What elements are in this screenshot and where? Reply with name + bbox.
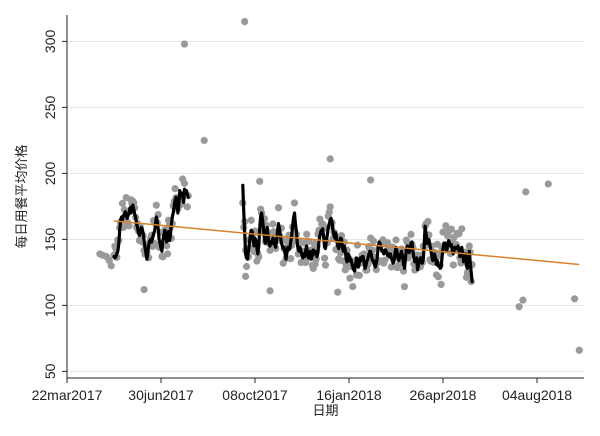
axes (62, 15, 584, 383)
y-tick-label: 300 (42, 30, 58, 54)
scatter-point (392, 236, 400, 244)
scatter-point (320, 254, 329, 262)
x-tick-label: 16jan2018 (316, 387, 382, 403)
x-tick-label: 04aug2018 (502, 387, 572, 403)
scatter-point (353, 241, 362, 249)
grid-lines (67, 40, 584, 372)
scatter-point-outlier (242, 272, 250, 280)
scatter-point-outlier (515, 303, 523, 311)
scatter-point (369, 237, 378, 245)
scatter-point-outlier (522, 188, 530, 196)
scatter-point (180, 179, 189, 187)
scatter-point (424, 217, 432, 226)
x-tick-labels: 22mar2017 30jun2017 08oct2017 16jan2018 26ap… (32, 387, 573, 403)
scatter-point (349, 283, 357, 291)
smoothed-line-segment-1 (112, 187, 190, 261)
x-axis-label: 日期 (312, 404, 338, 419)
scatter-point-outlier (326, 155, 334, 163)
scatter-points (96, 18, 583, 354)
linear-fit-line (113, 220, 580, 266)
scatter-point (163, 242, 171, 250)
scatter-point-outlier (241, 18, 249, 26)
scatter-point (290, 199, 299, 207)
scatter-point (458, 225, 466, 233)
scatter-point (274, 204, 283, 212)
scatter-point (107, 262, 115, 270)
y-axis-label: 每日用餐平均价格 (14, 144, 30, 248)
y-tick-label: 200 (42, 162, 58, 186)
scatter-point-outlier (544, 180, 552, 188)
scatter-point (163, 250, 172, 258)
scatter-point (387, 263, 395, 271)
x-tick-label: 30jun2017 (128, 387, 194, 403)
scatter-point-outlier (575, 346, 583, 354)
scatter-point (287, 255, 295, 263)
scatter-point (437, 280, 445, 289)
smoothed-line (112, 183, 474, 284)
scatter-point (125, 222, 133, 230)
scatter-point-outlier (571, 295, 579, 303)
scatter-point (407, 230, 415, 239)
scatter-point (325, 208, 333, 216)
scatter-point (465, 242, 473, 250)
scatter-point-outlier (180, 40, 189, 48)
scatter-point (321, 261, 330, 269)
scatter-point (242, 262, 251, 271)
scatter-point (434, 273, 442, 281)
scatter-point (171, 185, 179, 193)
y-tick-label: 100 (42, 294, 58, 318)
scatter-point-outlier (519, 296, 527, 304)
scatter-point-outlier (266, 287, 274, 295)
scatter-point (447, 225, 456, 233)
x-tick-label: 26apr2018 (410, 387, 477, 403)
scatter-point (346, 274, 354, 282)
fit-line (113, 220, 580, 266)
scatter-point (355, 271, 363, 280)
scatter-point (326, 203, 334, 211)
scatter-point (269, 220, 277, 228)
scatter-point (118, 199, 127, 207)
scatter-point (247, 216, 255, 224)
smoothed-line-segment-2 (241, 183, 474, 284)
scatter-point (303, 230, 311, 238)
scatter-point (381, 256, 389, 264)
y-tick-label: 150 (42, 228, 58, 252)
x-tick-label: 08oct2017 (222, 387, 288, 403)
scatter-point-outlier (256, 177, 264, 185)
scatter-point (400, 283, 409, 291)
scatter-point (183, 203, 191, 211)
scatter-point-outlier (367, 176, 375, 184)
scatter-point-outlier (334, 288, 342, 296)
scatter-point (152, 201, 160, 209)
scatter-point (433, 240, 441, 248)
y-tick-label: 250 (42, 96, 58, 120)
y-tick-labels: 50 100 150 200 250 300 (42, 30, 58, 380)
scatter-point (383, 239, 392, 247)
scatter-point-outlier (140, 285, 148, 294)
scatter-point-outlier (200, 136, 208, 144)
x-tick-label: 22mar2017 (32, 387, 103, 403)
scatter-point (449, 261, 457, 269)
y-tick-label: 50 (42, 363, 58, 379)
